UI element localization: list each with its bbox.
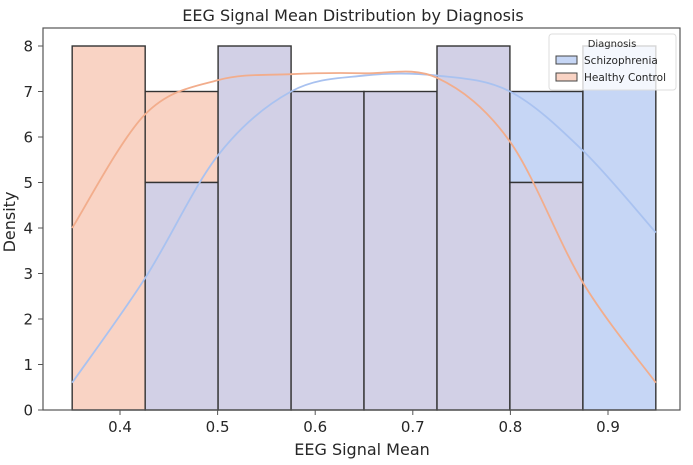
plot-frame <box>42 27 681 411</box>
histogram-bar-overlap <box>144 181 219 411</box>
y-tick-label: 2 <box>23 311 33 329</box>
y-tick-label: 8 <box>23 38 33 56</box>
x-tick-label: 0.9 <box>596 418 620 436</box>
x-axis-label: EEG Signal Mean <box>294 440 430 459</box>
legend: Diagnosis Schizophrenia Healthy Control <box>548 33 677 91</box>
y-tick-label: 3 <box>23 265 33 283</box>
legend-label-healthy-control: Healthy Control <box>584 72 666 84</box>
y-tick-label: 0 <box>23 402 33 420</box>
x-tick-label: 0.4 <box>108 418 132 436</box>
histogram-bar-overlap <box>363 90 438 411</box>
x-axis-ticks: 0.4 0.5 0.6 0.7 0.8 0.9 <box>108 410 620 436</box>
y-tick-label: 7 <box>23 83 33 101</box>
histogram-bar-overlap <box>217 45 292 411</box>
x-tick-label: 0.6 <box>303 418 327 436</box>
legend-swatch-healthy-control <box>555 72 578 82</box>
chart-title: EEG Signal Mean Distribution by Diagnosi… <box>182 6 524 25</box>
histogram-bar <box>144 90 219 184</box>
legend-label-schizophrenia: Schizophrenia <box>584 55 658 67</box>
legend-swatch-schizophrenia <box>555 55 578 65</box>
histogram-bars <box>71 45 657 411</box>
legend-box <box>548 33 677 91</box>
histogram-bar-overlap <box>436 45 511 411</box>
y-axis-ticks: 0 1 2 3 4 5 6 7 8 <box>23 38 43 420</box>
y-tick-label: 6 <box>23 129 33 147</box>
kde-curve <box>71 72 657 384</box>
kde-curve <box>71 70 657 384</box>
x-tick-label: 0.5 <box>206 418 230 436</box>
x-tick-label: 0.7 <box>401 418 425 436</box>
legend-title: Diagnosis <box>588 39 637 50</box>
x-tick-label: 0.8 <box>498 418 522 436</box>
histogram-bar <box>71 45 146 411</box>
kde-curves <box>71 70 657 384</box>
y-axis-label: Density <box>0 192 19 253</box>
histogram-bar-overlap <box>290 90 365 411</box>
y-tick-label: 4 <box>23 220 33 238</box>
histogram-bar <box>509 90 584 184</box>
histogram-bar-overlap <box>509 181 584 411</box>
y-tick-label: 5 <box>23 174 33 192</box>
y-tick-label: 1 <box>23 356 33 374</box>
histogram-bar <box>582 45 657 411</box>
